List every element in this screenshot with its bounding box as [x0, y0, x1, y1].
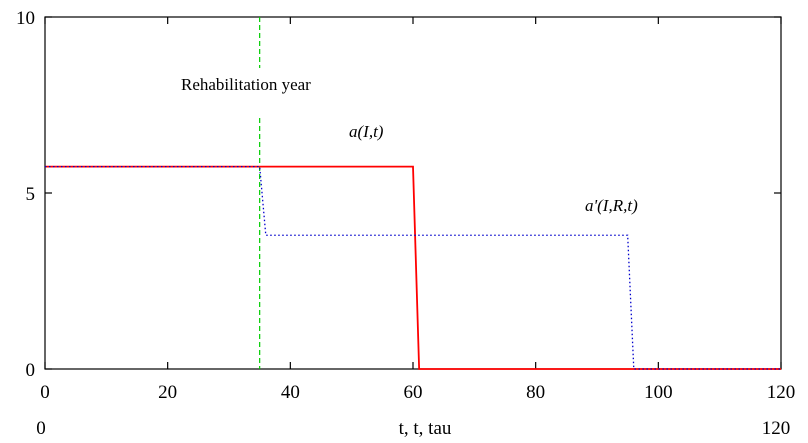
a-series-label-main: a — [349, 122, 358, 141]
series-a-line — [45, 165, 781, 370]
rehab-label: Rehabilitation year — [181, 75, 311, 94]
x-tick-label: 100 — [644, 382, 673, 403]
y-tick-label: 5 — [26, 184, 36, 205]
x-tick-labels: 0 20 40 60 80 100 120 — [40, 382, 795, 403]
a-series-label-args: (I,t) — [358, 122, 384, 141]
x-tick-label: 20 — [158, 382, 177, 403]
y-tick-label: 10 — [16, 8, 35, 29]
ap-series-label: a'(I,R,t) — [585, 196, 638, 215]
x-range-left: 0 — [36, 418, 46, 439]
x-tick-label: 60 — [404, 382, 423, 403]
x-range-right: 120 — [762, 418, 791, 439]
ap-series-label-args: (I,R,t) — [597, 196, 638, 215]
a-series-label: a(I,t) — [349, 122, 384, 141]
series-group — [45, 165, 781, 370]
x-axis-label: t, t, tau — [399, 418, 452, 439]
x-tick-label: 80 — [526, 382, 545, 403]
series-a-prime-line — [45, 165, 781, 370]
y-tick-label: 0 — [26, 360, 36, 381]
x-tick-label: 120 — [767, 382, 796, 403]
ap-series-label-main: a' — [585, 196, 598, 215]
x-tick-label: 0 — [40, 382, 50, 403]
x-tick-label: 40 — [281, 382, 300, 403]
x-ticks — [44, 17, 782, 369]
y-tick-labels: 0 5 10 — [16, 8, 35, 381]
